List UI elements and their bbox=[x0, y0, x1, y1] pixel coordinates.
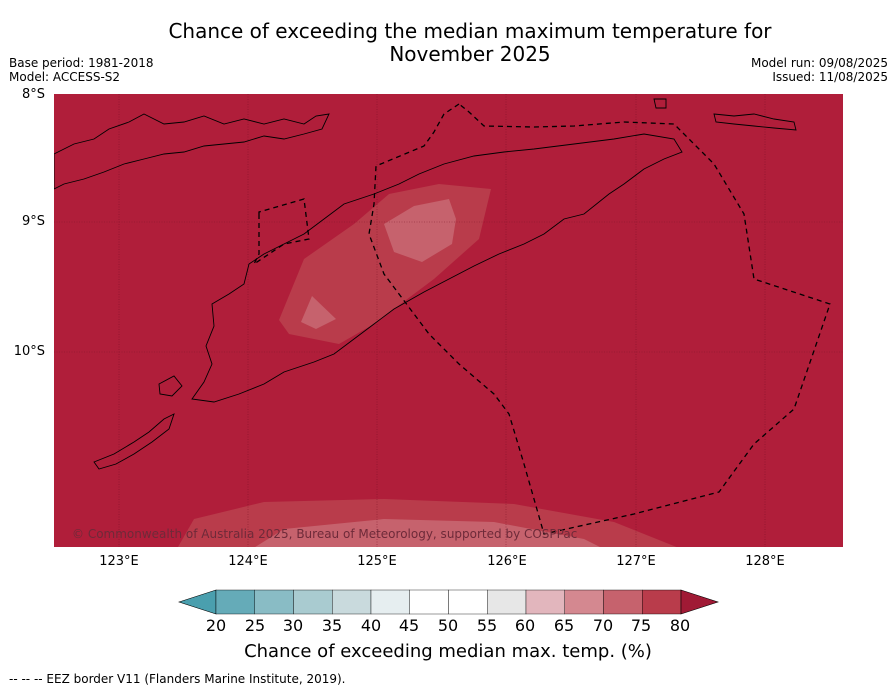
colorbar-extend-low bbox=[178, 589, 217, 615]
cbar-tick-50: 50 bbox=[437, 616, 459, 635]
meta-right: Model run: 09/08/2025 Issued: 11/08/2025 bbox=[751, 56, 888, 84]
colorbar-segment bbox=[487, 589, 527, 615]
cbar-tick-40: 40 bbox=[360, 616, 382, 635]
cbar-tick-35: 35 bbox=[321, 616, 343, 635]
coast-flores bbox=[54, 113, 330, 190]
south-band-70 bbox=[255, 519, 600, 547]
cbar-tick-80: 80 bbox=[669, 616, 691, 635]
cbar-tick-30: 30 bbox=[282, 616, 304, 635]
lat-label-8s: 8°S bbox=[21, 87, 45, 102]
title-line-1: Chance of exceeding the median maximum t… bbox=[168, 19, 772, 43]
colorbar-segment bbox=[254, 589, 294, 615]
eez-border bbox=[252, 103, 831, 535]
colorbar-segment bbox=[642, 589, 682, 615]
cbar-tick-65: 65 bbox=[553, 616, 575, 635]
coast-semau bbox=[158, 375, 183, 397]
colorbar-extend-high bbox=[680, 589, 719, 615]
cbar-tick-75: 75 bbox=[630, 616, 652, 635]
cbar-tick-55: 55 bbox=[476, 616, 498, 635]
lon-label-128e: 128°E bbox=[745, 554, 785, 569]
coast-timor bbox=[191, 133, 683, 403]
cbar-tick-70: 70 bbox=[592, 616, 614, 635]
colorbar bbox=[178, 589, 719, 615]
coast-alor bbox=[653, 98, 667, 109]
lat-label-10s: 10°S bbox=[13, 344, 45, 359]
title-line-2: November 2025 bbox=[389, 42, 551, 66]
colorbar-segment bbox=[215, 589, 255, 615]
colorbar-segment bbox=[525, 589, 565, 615]
map-background bbox=[54, 94, 843, 547]
base-period: Base period: 1981-2018 bbox=[9, 56, 154, 70]
colorbar-segment bbox=[448, 589, 488, 615]
lon-label-123e: 123°E bbox=[99, 554, 139, 569]
colorbar-segment bbox=[564, 589, 604, 615]
lat-label-9s: 9°S bbox=[21, 214, 45, 229]
lon-label-127e: 127°E bbox=[616, 554, 656, 569]
plume-70 bbox=[384, 199, 456, 262]
colorbar-segment bbox=[603, 589, 643, 615]
plume-70-b bbox=[301, 296, 336, 329]
map-title: Chance of exceeding the median maximum t… bbox=[150, 20, 790, 66]
graticule bbox=[54, 94, 843, 547]
cbar-tick-45: 45 bbox=[398, 616, 420, 635]
meta-left: Base period: 1981-2018 Model: ACCESS-S2 bbox=[9, 56, 154, 84]
cbar-tick-20: 20 bbox=[205, 616, 227, 635]
coastlines bbox=[54, 98, 797, 470]
coast-wetar bbox=[713, 113, 797, 131]
eez-footnote: -- -- -- EEZ border V11 (Flanders Marine… bbox=[9, 672, 346, 686]
coast-rote bbox=[93, 413, 175, 470]
lon-label-125e: 125°E bbox=[357, 554, 397, 569]
model-name: Model: ACCESS-S2 bbox=[9, 70, 121, 84]
colorbar-segment bbox=[332, 589, 372, 615]
issued-date: Issued: 11/08/2025 bbox=[772, 70, 888, 84]
lon-label-124e: 124°E bbox=[228, 554, 268, 569]
cbar-tick-60: 60 bbox=[514, 616, 536, 635]
colorbar-segment bbox=[370, 589, 410, 615]
copyright-text: © Commonwealth of Australia 2025, Bureau… bbox=[72, 527, 577, 541]
colorbar-segment bbox=[293, 589, 333, 615]
lon-label-126e: 126°E bbox=[487, 554, 527, 569]
cbar-tick-25: 25 bbox=[244, 616, 266, 635]
map-canvas: © Commonwealth of Australia 2025, Bureau… bbox=[54, 94, 843, 547]
model-run: Model run: 09/08/2025 bbox=[750, 56, 888, 70]
colorbar-label: Chance of exceeding median max. temp. (%… bbox=[244, 641, 652, 662]
colorbar-segment bbox=[409, 589, 449, 615]
